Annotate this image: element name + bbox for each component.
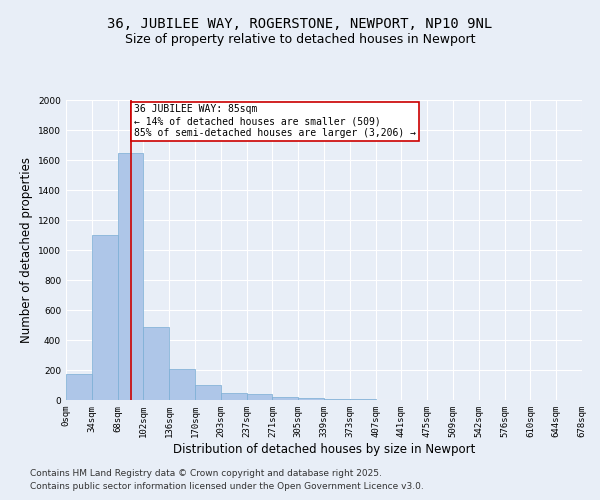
Y-axis label: Number of detached properties: Number of detached properties [20,157,32,343]
X-axis label: Distribution of detached houses by size in Newport: Distribution of detached houses by size … [173,442,475,456]
Bar [169,369,195,400]
Bar [272,397,298,400]
Text: 36, JUBILEE WAY, ROGERSTONE, NEWPORT, NP10 9NL: 36, JUBILEE WAY, ROGERSTONE, NEWPORT, NP… [107,18,493,32]
Bar [298,398,324,400]
Text: Contains public sector information licensed under the Open Government Licence v3: Contains public sector information licen… [30,482,424,491]
Bar [92,235,118,400]
Bar [143,326,169,400]
Bar [66,374,92,400]
Bar [118,152,143,400]
Bar [247,394,272,400]
Text: Contains HM Land Registry data © Crown copyright and database right 2025.: Contains HM Land Registry data © Crown c… [30,468,382,477]
Text: Size of property relative to detached houses in Newport: Size of property relative to detached ho… [125,32,475,46]
Bar [221,393,247,400]
Bar [195,385,221,400]
Bar [350,399,376,400]
Text: 36 JUBILEE WAY: 85sqm
← 14% of detached houses are smaller (509)
85% of semi-det: 36 JUBILEE WAY: 85sqm ← 14% of detached … [134,104,416,138]
Bar [324,398,350,400]
